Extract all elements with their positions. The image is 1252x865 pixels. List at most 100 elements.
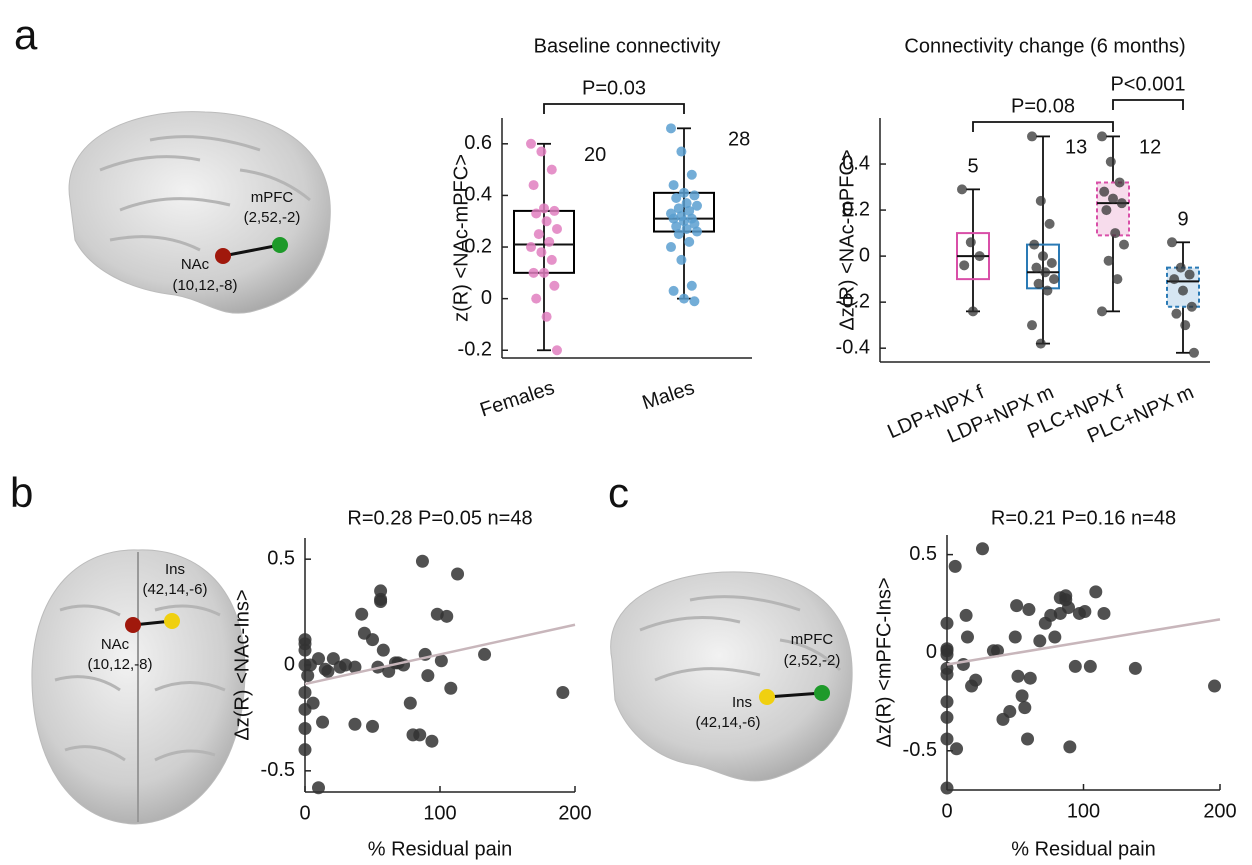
data-point [552, 223, 562, 234]
data-point [671, 193, 682, 203]
data-point [1105, 156, 1116, 167]
data-point [1097, 306, 1107, 317]
data-point [298, 643, 312, 657]
x-tick-label: 100 [423, 802, 456, 824]
data-point [478, 647, 492, 661]
data-point [544, 236, 555, 247]
data-point [339, 658, 352, 672]
data-point [528, 267, 539, 278]
data-point [1175, 262, 1186, 273]
data-point [1031, 262, 1042, 273]
data-point [1171, 308, 1182, 319]
significance-label: P=0.08 [1011, 95, 1075, 117]
y-tick-label: 0 [859, 244, 870, 266]
data-point [1068, 659, 1082, 673]
data-point [1046, 258, 1057, 269]
data-point [689, 296, 700, 307]
data-point [1033, 278, 1044, 289]
x-tick-label: 0 [299, 802, 310, 824]
data-point [1035, 338, 1046, 349]
data-point [965, 237, 976, 248]
data-point [668, 285, 679, 296]
data-point [531, 293, 542, 304]
data-point [676, 254, 687, 265]
data-point [413, 728, 427, 742]
data-point [1053, 591, 1067, 605]
data-point [679, 216, 689, 227]
data-point [940, 732, 954, 746]
data-point [940, 616, 954, 630]
panel-label: b [10, 469, 33, 516]
chart-title: Connectivity change (6 months) [904, 35, 1185, 57]
data-point [321, 664, 335, 678]
data-point [681, 223, 692, 234]
x-tick-label: Males [640, 377, 698, 414]
fit-line [946, 618, 1221, 666]
brain-label: (42,14,-6) [142, 581, 207, 598]
y-tick-label: -0.5 [261, 759, 295, 781]
data-point [668, 180, 679, 191]
brain-label: (10,12,-8) [172, 277, 237, 294]
data-point [348, 717, 362, 731]
data-point [1178, 285, 1188, 296]
data-point [1116, 198, 1127, 209]
data-point [528, 180, 539, 191]
data-point [382, 664, 396, 678]
data-point [546, 164, 557, 175]
data-point [1021, 732, 1035, 746]
data-point [312, 652, 325, 666]
data-point [968, 306, 978, 317]
data-point [1015, 689, 1029, 703]
data-point [666, 123, 676, 134]
data-point [679, 187, 689, 198]
data-point [536, 247, 547, 258]
y-tick-label: 0.2 [464, 235, 492, 257]
y-tick-label: 0 [926, 641, 937, 663]
data-point [1097, 131, 1107, 142]
data-point [940, 781, 954, 795]
brain-label: (10,12,-8) [87, 656, 152, 673]
data-point [298, 722, 312, 735]
data-point [1023, 671, 1037, 685]
n-label: 13 [1065, 137, 1087, 159]
y-axis-label: Δz(R) <NAc-mPFC> [836, 149, 858, 330]
data-point [306, 696, 320, 710]
brain-label: (42,14,-6) [695, 714, 760, 731]
n-label: 9 [1177, 209, 1188, 231]
y-tick-label: -0.4 [836, 336, 870, 358]
data-point [451, 567, 465, 581]
data-point [366, 719, 379, 733]
brain-label: Ins [732, 694, 752, 711]
data-point [689, 218, 700, 229]
data-point [1010, 599, 1024, 613]
data-point [1027, 131, 1037, 142]
data-point [541, 216, 552, 227]
data-point [940, 710, 954, 724]
data-point [374, 595, 388, 608]
x-tick-label: 100 [1067, 800, 1100, 822]
y-tick-label: -0.2 [458, 339, 492, 361]
data-point [1101, 205, 1112, 216]
data-point [692, 226, 702, 237]
data-point [957, 184, 967, 195]
data-point [1169, 274, 1180, 285]
significance-label: P=0.03 [582, 77, 646, 99]
y-axis-label: z(R) <NAc-mPFC> [450, 154, 472, 322]
y-tick-label: 0.4 [464, 184, 492, 206]
n-label: 28 [728, 129, 750, 151]
y-tick-label: 0.2 [842, 198, 870, 220]
data-point [1029, 239, 1040, 250]
x-axis-label: % Residual pain [1011, 838, 1156, 860]
chart-title: R=0.28 P=0.05 n=48 [347, 507, 532, 529]
data-point [526, 242, 536, 253]
data-point [1049, 274, 1059, 285]
n-label: 5 [967, 156, 978, 178]
data-point [1078, 605, 1092, 618]
data-point [684, 205, 695, 216]
data-point [526, 138, 536, 149]
data-point [421, 669, 435, 683]
significance-bracket [1112, 99, 1184, 110]
data-point [948, 559, 962, 573]
data-point [679, 293, 689, 304]
data-point [671, 221, 682, 232]
